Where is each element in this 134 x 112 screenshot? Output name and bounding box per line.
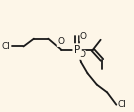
Text: Cl: Cl: [118, 100, 126, 109]
Text: O: O: [80, 32, 87, 41]
Text: Cl: Cl: [1, 42, 10, 51]
Text: P: P: [74, 45, 80, 55]
Text: O: O: [78, 50, 85, 59]
Text: O: O: [57, 38, 64, 46]
